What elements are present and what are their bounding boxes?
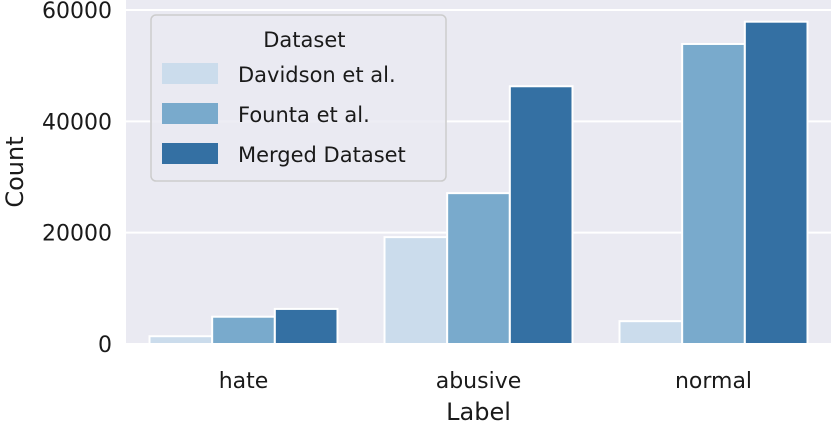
y-tick-label: 0	[98, 333, 112, 358]
legend: Dataset Davidson et al. Founta et al. Merg…	[150, 14, 447, 182]
legend-label: Davidson et al.	[238, 63, 396, 87]
legend-swatch	[162, 103, 218, 124]
x-tick-label: normal	[675, 369, 752, 394]
bar-abusive-2	[446, 192, 511, 345]
bar-hate-2	[211, 315, 276, 345]
bars	[148, 20, 809, 345]
x-axis-label: Label	[446, 398, 511, 426]
bar-normal-2	[681, 42, 746, 345]
legend-title: Dataset	[263, 28, 345, 52]
bar-abusive-3	[508, 85, 574, 345]
x-tick-label: hate	[219, 369, 269, 394]
x-axis-ticks: hate abusive normal	[219, 369, 752, 394]
legend-label: Founta et al.	[238, 103, 370, 127]
bar-normal-1	[618, 320, 684, 345]
y-tick-label: 20000	[42, 222, 112, 247]
bar-normal-3	[743, 20, 809, 345]
y-axis-ticks: 0 20000 40000 60000	[42, 0, 112, 358]
legend-box	[150, 14, 447, 182]
legend-swatch	[162, 143, 218, 164]
legend-label: Merged Dataset	[238, 143, 406, 167]
bar-hate-1	[148, 335, 214, 345]
x-tick-label: abusive	[436, 369, 522, 394]
y-axis-label: Count	[1, 136, 29, 207]
bar-abusive-1	[383, 236, 449, 345]
y-tick-label: 40000	[42, 110, 112, 135]
y-tick-label: 60000	[42, 0, 112, 24]
legend-swatch	[162, 63, 218, 84]
bar-hate-3	[273, 307, 339, 345]
